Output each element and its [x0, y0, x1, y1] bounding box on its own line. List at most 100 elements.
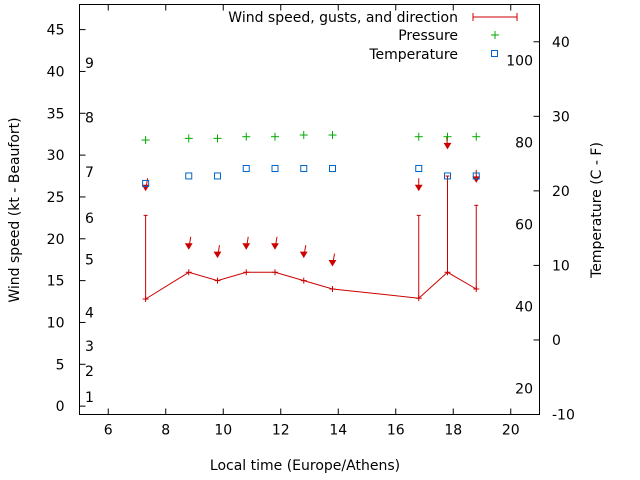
y-tick-label: 35: [47, 106, 65, 122]
legend-swatch-wind: [472, 13, 518, 21]
y-tick-label: 45: [47, 23, 65, 39]
wind-point: [214, 277, 221, 284]
temperature-point: [242, 165, 250, 172]
wind-arrow-head: [213, 251, 222, 259]
temperature-point: [214, 172, 221, 180]
wind-gust-bar: [416, 214, 421, 299]
temperature-point: [472, 172, 480, 180]
legend-swatch-temperature: [491, 50, 498, 57]
x-tick-label: 16: [387, 423, 405, 439]
wind-direction-arrow: [271, 236, 279, 250]
x-tick-label: 6: [104, 423, 113, 439]
temperature-point: [415, 165, 423, 172]
y-tick-label: 30: [47, 148, 65, 164]
wind-gust-bar: [143, 214, 148, 300]
pressure-point: [328, 131, 337, 140]
wind-direction-arrow: [242, 236, 251, 250]
wind-series: [141, 136, 481, 303]
x-axis-title: Local time (Europe/Athens): [210, 458, 400, 474]
plot-frame: [79, 4, 540, 415]
wind-arrow-head: [184, 243, 193, 250]
wind-arrow-head: [299, 251, 308, 259]
wind-point: [272, 269, 278, 276]
beaufort-label: 3: [85, 339, 94, 355]
y-tick-label: 25: [47, 190, 65, 206]
beaufort-label: 7: [85, 165, 94, 181]
wind-speed-line: [145, 271, 477, 300]
beaufort-label: 8: [85, 110, 94, 126]
beaufort-label: 1: [85, 390, 94, 406]
beaufort-label: 2: [85, 364, 94, 380]
legend-label-temperature: Temperature: [368, 47, 458, 63]
beaufort-label: 4: [85, 305, 94, 321]
fahrenheit-label: 60: [515, 217, 533, 233]
y2-tick-label: 40: [552, 35, 570, 51]
legend-label-pressure: Pressure: [398, 28, 458, 44]
y-axis-left: 0 5 10 15 20 25 30 35 40 45: [47, 23, 86, 415]
pressure-series: [141, 131, 481, 145]
temperature-point: [142, 179, 150, 187]
y-tick-label: 0: [56, 399, 65, 415]
y-axis-right: -10 0 10 20 30 40: [533, 35, 575, 424]
x-axis: 6 8 10 12 14 16 18 20: [104, 4, 520, 439]
pressure-point: [184, 134, 193, 143]
temperature-point: [300, 165, 308, 172]
fahrenheit-label: 20: [515, 381, 533, 397]
x-tick-label: 18: [444, 423, 462, 439]
beaufort-scale: 1 2 3 4 5 6 7 8 9: [85, 56, 94, 406]
wind-direction-arrow: [184, 236, 193, 250]
y2-tick-label: 20: [552, 184, 570, 200]
wind-point: [243, 269, 250, 276]
pressure-point: [443, 132, 452, 141]
wind-direction-arrow: [328, 253, 337, 267]
wind-direction-arrow: [443, 136, 452, 150]
y2-tick-label: 30: [552, 109, 570, 125]
fahrenheit-label: 80: [515, 135, 533, 151]
y2-axis-title: Temperature (C - F): [589, 142, 605, 279]
pressure-point: [299, 131, 308, 140]
wind-arrow-head: [271, 243, 279, 250]
pressure-point: [213, 134, 222, 143]
fahrenheit-label: 40: [515, 299, 533, 315]
y2-tick-label: -10: [552, 408, 575, 424]
wind-arrow-head: [443, 142, 452, 150]
temperature-series: [142, 165, 480, 187]
wind-point: [329, 285, 336, 292]
y-tick-label: 15: [47, 274, 65, 290]
pressure-point: [414, 132, 423, 141]
temperature-point: [185, 172, 193, 180]
legend: Wind speed, gusts, and direction Pressur…: [228, 10, 518, 63]
wind-arrow-head: [242, 243, 251, 250]
fahrenheit-label: 100: [506, 53, 533, 69]
wind-direction-arrow: [414, 178, 423, 192]
fahrenheit-scale: 20 40 60 80 100: [506, 53, 533, 397]
wind-gust-bar: [445, 175, 450, 273]
wind-direction-arrow: [213, 245, 222, 259]
x-tick-label: 12: [272, 423, 290, 439]
beaufort-label: 6: [85, 211, 94, 227]
x-tick-label: 10: [214, 423, 232, 439]
x-tick-label: 8: [161, 423, 170, 439]
wind-point: [185, 269, 192, 276]
y-tick-label: 5: [56, 357, 65, 373]
beaufort-label: 5: [85, 253, 94, 269]
wind-arrow-head: [328, 260, 337, 267]
y-tick-label: 20: [47, 232, 65, 248]
wind-point: [300, 277, 307, 284]
pressure-point: [271, 132, 279, 141]
y-axis-title: Wind speed (kt - Beaufort): [7, 117, 23, 302]
pressure-point: [141, 136, 150, 145]
x-tick-label: 20: [502, 423, 520, 439]
legend-label-wind: Wind speed, gusts, and direction: [228, 10, 458, 26]
temperature-point: [444, 172, 451, 180]
y-tick-label: 40: [47, 64, 65, 80]
wind-gust-bar: [474, 204, 479, 289]
y2-tick-label: 0: [552, 333, 561, 349]
legend-swatch-pressure: [491, 31, 499, 39]
temperature-point: [271, 165, 279, 172]
x-tick-label: 14: [329, 423, 347, 439]
beaufort-label: 9: [85, 56, 94, 72]
wind-arrow-head: [414, 184, 423, 192]
pressure-point: [472, 132, 481, 141]
